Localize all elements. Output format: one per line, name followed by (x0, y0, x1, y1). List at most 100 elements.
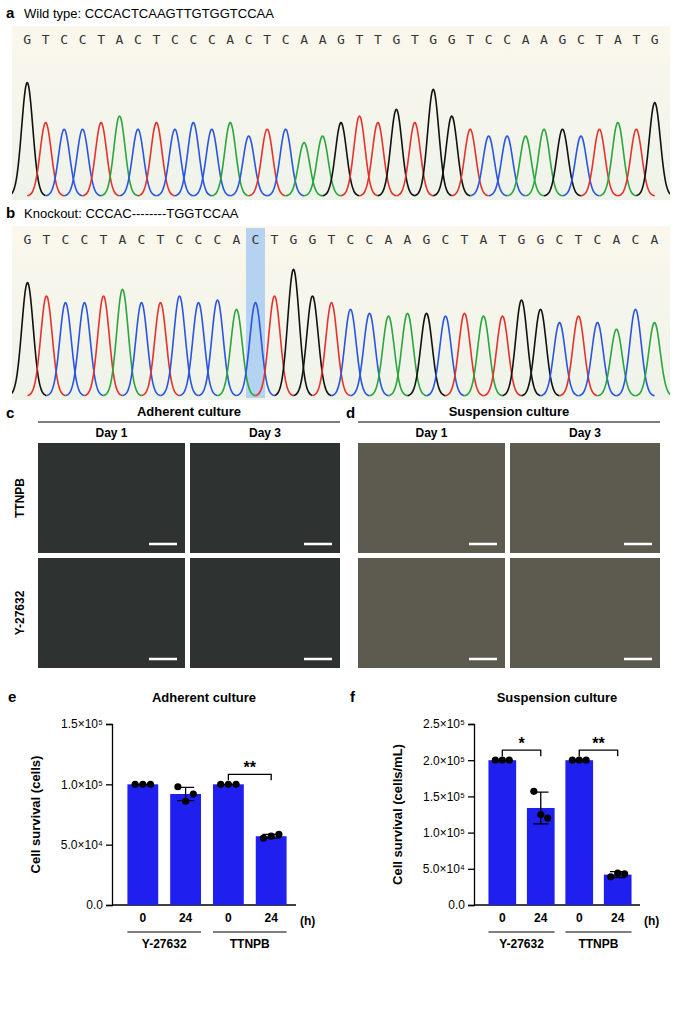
y-tick-label: 5.0×10⁴ (423, 862, 465, 876)
y-tick: 0.0 (86, 898, 112, 912)
x-tick: 0 (225, 905, 232, 925)
peak (85, 296, 123, 396)
base-letter: G (429, 32, 437, 47)
title-rule (358, 421, 660, 422)
base-letter: A (319, 32, 327, 47)
peak (12, 83, 46, 196)
micrograph-panel: cAdherent cultureDay 1Day 3TTNPBY-27632 (6, 404, 340, 668)
x-tick: 24 (611, 905, 625, 925)
data-point (607, 873, 614, 880)
base-letter: C (81, 232, 89, 247)
bar (127, 784, 158, 905)
micrograph-image (510, 443, 660, 553)
base-letter: C (282, 32, 290, 47)
micrograph-image (510, 558, 660, 668)
highlight (246, 228, 265, 398)
base-letter: A (233, 232, 241, 247)
y-tick-label: 2.0×10⁵ (423, 754, 465, 768)
data-point (182, 798, 189, 805)
panel-title: Knockout: CCCAC--------TGGTCCAA (24, 206, 239, 221)
x-tick: 0 (499, 905, 506, 925)
base-letter: C (60, 32, 68, 47)
group-label: TTNPB (230, 937, 270, 951)
y-tick-mark (106, 784, 112, 785)
micrograph-image (358, 558, 505, 668)
group-rule (127, 931, 201, 932)
peak (636, 103, 670, 196)
micrograph-panel: dSuspension cultureDay 1Day 3 (346, 404, 660, 668)
peak (526, 129, 563, 195)
base-letter: C (62, 232, 70, 247)
y-tick: 2.5×10⁵ (423, 717, 474, 731)
base-letter: C (214, 232, 222, 247)
base-letter: G (448, 32, 456, 47)
scale-bar (624, 543, 652, 546)
base-letter: T (595, 32, 603, 47)
base-letter: C (503, 32, 511, 47)
chromatogram-panel: aWild type: CCCACTCAAGTTGTGGTCCAAGTCCTAC… (6, 4, 673, 200)
significance-label: ** (592, 735, 605, 752)
peak (286, 143, 323, 196)
base-letter: C (556, 232, 564, 247)
base-letter: T (328, 232, 336, 247)
peak (351, 313, 389, 395)
base-letter: C (195, 232, 203, 247)
x-tick-label: 0 (499, 911, 506, 925)
marks (488, 757, 631, 905)
panel-label: b (6, 204, 15, 221)
column-label: Day 1 (95, 426, 127, 440)
x-tick-label: 0 (139, 911, 146, 925)
group-label: Y-27632 (142, 937, 187, 951)
panel-title: Adherent culture (137, 404, 241, 419)
peak (408, 313, 446, 395)
peak (427, 316, 465, 396)
scale-bar (149, 658, 177, 661)
micrograph-image (38, 558, 185, 668)
chromatogram-background (12, 226, 670, 400)
trace-group (12, 83, 670, 196)
base-letter: T (499, 232, 507, 247)
peak (541, 323, 579, 396)
base-letter: T (97, 32, 105, 47)
data-point (530, 788, 537, 795)
y-tick-mark (106, 724, 112, 725)
base-letter: A (522, 32, 530, 47)
chromatogram-panel: bKnockout: CCCAC--------TGGTCCAAGTCCTACT… (6, 204, 674, 400)
y-tick-mark (106, 845, 112, 846)
base-letter: A (613, 232, 621, 247)
base-letter: G (337, 32, 345, 47)
data-point (139, 781, 146, 788)
row-label: TTNPB (13, 478, 27, 518)
data-point (537, 811, 544, 818)
data-point (621, 870, 628, 877)
y-axis-title: Cell survival (cells) (28, 756, 43, 874)
base-letter: T (461, 232, 469, 247)
data-point (260, 834, 267, 841)
base-letter: C (79, 32, 87, 47)
peak (237, 303, 275, 396)
y-tick-label: 1.0×10⁵ (61, 778, 103, 792)
data-point (576, 757, 583, 764)
base-letter: A (480, 232, 488, 247)
panel-title: Wild type: CCCACTCAAGTTGTGGTCCAA (24, 6, 274, 21)
y-axis: 0.05.0×10⁴1.0×10⁵1.5×10⁵2.0×10⁵2.5×10⁵ (423, 717, 475, 912)
sequence: GTCCTACTCCCACTCAAGTTGTGGTCCAAGCTATG (23, 32, 659, 47)
data-point (225, 781, 232, 788)
base-letter: C (252, 232, 260, 247)
base-letter: G (559, 32, 567, 47)
marks (127, 781, 286, 905)
peak (249, 129, 286, 195)
base-letter: C (245, 32, 253, 47)
group-label: TTNPB (578, 937, 618, 951)
y-tick-mark (468, 760, 474, 761)
data-point (275, 831, 282, 838)
base-letter: T (466, 32, 474, 47)
data-point (583, 757, 590, 764)
bar (256, 836, 287, 905)
panel-label: d (346, 404, 355, 421)
micrograph-image (358, 443, 505, 553)
y-tick-mark (468, 905, 474, 906)
base-letter: T (42, 32, 50, 47)
data-point (132, 781, 139, 788)
y-tick: 2.0×10⁵ (423, 754, 474, 768)
